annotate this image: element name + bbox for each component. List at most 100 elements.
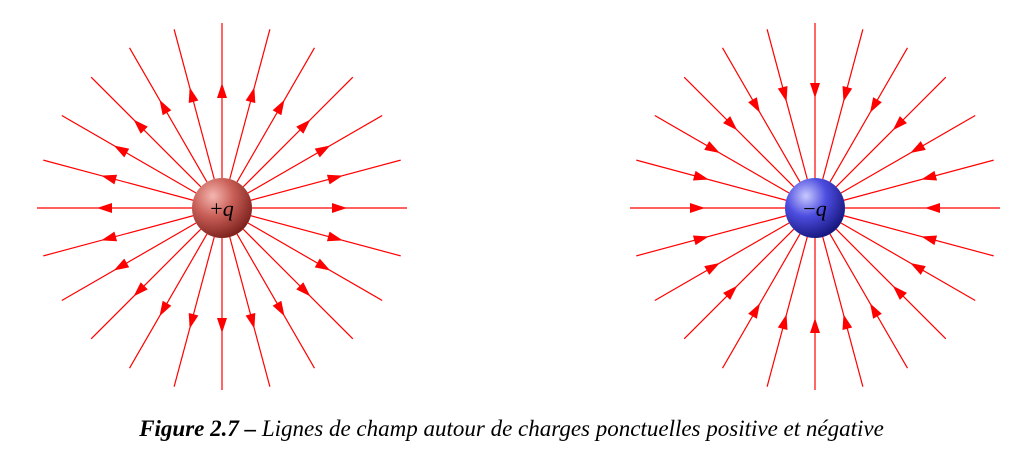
field-line [636, 215, 787, 257]
field-arrow [101, 174, 118, 185]
field-arrow [842, 85, 853, 102]
field-arrow [245, 312, 256, 329]
field-line [236, 233, 316, 369]
field-arrow [113, 258, 130, 271]
field-line [843, 215, 994, 257]
field-line [829, 47, 909, 183]
field-arrow [921, 235, 938, 246]
field-arrow [296, 119, 311, 134]
negative-charge-label: −q [803, 196, 826, 221]
field-line [250, 215, 401, 257]
field-line [90, 228, 202, 340]
field-arrow [188, 312, 199, 329]
field-line [128, 47, 208, 183]
negative-field-arrows [690, 83, 940, 333]
field-line [128, 233, 208, 369]
field-arrow [704, 141, 720, 153]
field-arrow [723, 116, 738, 131]
positive-charge-group: +q [37, 23, 407, 390]
figure-label: Figure 2.7 – [139, 416, 257, 441]
field-arrow [892, 285, 907, 300]
field-line [654, 222, 790, 302]
field-line [229, 29, 271, 180]
figure-caption: Figure 2.7 – Lignes de champ autour de c… [0, 416, 1023, 442]
field-arrow [188, 87, 199, 104]
field-arrow [272, 99, 285, 116]
field-arrow [159, 99, 172, 116]
field-line [829, 233, 909, 369]
field-arrow [101, 231, 118, 242]
field-arrow [748, 303, 760, 319]
field-line [250, 159, 401, 201]
field-line [683, 76, 795, 188]
field-line [43, 159, 194, 201]
field-arrow [690, 203, 705, 213]
field-line [61, 222, 197, 302]
field-arrow [910, 141, 926, 153]
field-arrow [296, 282, 311, 297]
field-line [636, 159, 787, 201]
field-arrow [910, 263, 926, 275]
field-line [721, 47, 801, 183]
field-arrow [810, 83, 820, 98]
field-arrow [272, 300, 285, 317]
field-line [654, 114, 790, 194]
field-line [840, 222, 976, 302]
negative-charge-sphere [785, 178, 845, 238]
field-arrow [133, 282, 148, 297]
field-line [247, 114, 383, 194]
field-arrow [870, 303, 882, 319]
field-arrow [921, 170, 938, 181]
field-arrow [692, 235, 709, 246]
field-line [843, 159, 994, 201]
field-arrow [314, 145, 331, 158]
field-arrow [97, 203, 112, 213]
field-arrow [217, 318, 227, 333]
field-line [822, 236, 864, 387]
field-line [242, 76, 354, 188]
field-line [835, 76, 947, 188]
field-line [247, 222, 383, 302]
field-arrow [842, 314, 853, 331]
field-line [822, 29, 864, 180]
field-arrow [925, 203, 940, 213]
field-arrow [892, 116, 907, 131]
negative-charge-group: −q [630, 23, 1000, 390]
field-arrow [326, 174, 343, 185]
positive-field-lines [37, 23, 407, 390]
field-lines-diagram: +q −q [37, 23, 1000, 390]
field-arrow [748, 97, 760, 113]
field-line [229, 236, 271, 387]
field-line [683, 228, 795, 340]
field-arrow [777, 314, 788, 331]
field-arrow [113, 145, 130, 158]
field-line [242, 228, 354, 340]
field-arrow [692, 170, 709, 181]
field-line [766, 29, 808, 180]
field-line [236, 47, 316, 183]
field-line [173, 236, 215, 387]
field-line [835, 228, 947, 340]
field-arrow [704, 263, 720, 275]
figure-caption-text: Lignes de champ autour de charges ponctu… [256, 416, 884, 441]
field-arrow [217, 83, 227, 98]
field-line [90, 76, 202, 188]
negative-field-lines [630, 23, 1000, 390]
field-arrow [810, 318, 820, 333]
field-line [43, 215, 194, 257]
field-line [766, 236, 808, 387]
positive-charge-sphere [192, 178, 252, 238]
field-line [173, 29, 215, 180]
positive-field-arrows [97, 83, 347, 333]
field-arrow [332, 203, 347, 213]
field-arrow [870, 97, 882, 113]
field-arrow [245, 87, 256, 104]
field-arrow [314, 258, 331, 271]
positive-charge-label: +q [210, 196, 233, 221]
field-arrow [326, 231, 343, 242]
field-arrow [777, 85, 788, 102]
field-line [840, 114, 976, 194]
field-line [61, 114, 197, 194]
field-arrow [723, 285, 738, 300]
field-arrow [159, 300, 172, 317]
